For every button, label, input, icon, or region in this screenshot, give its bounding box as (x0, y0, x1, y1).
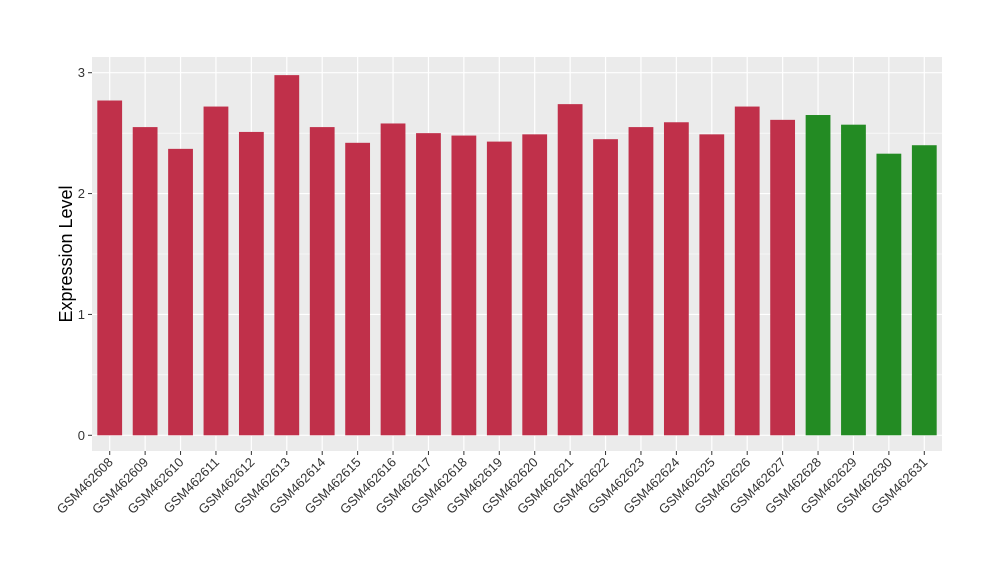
y-axis-title: Expression Level (56, 185, 76, 322)
bar-GSM462619 (486, 141, 512, 436)
bar-GSM462630 (876, 153, 902, 436)
bar-GSM462615 (345, 142, 371, 436)
y-tick-label: 0 (78, 428, 85, 443)
x-axis: GSM462608GSM462609GSM462610GSM462611GSM4… (54, 451, 930, 517)
bar-GSM462613 (274, 75, 300, 436)
bars (97, 75, 937, 436)
bar-GSM462609 (132, 127, 158, 436)
bar-GSM462611 (203, 106, 229, 436)
bar-GSM462625 (699, 134, 725, 436)
bar-GSM462618 (451, 135, 477, 436)
bar-GSM462624 (663, 122, 689, 436)
y-tick-label: 3 (78, 65, 85, 80)
bar-GSM462608 (97, 100, 123, 436)
bar-GSM462627 (770, 119, 796, 436)
y-axis: 0 1 2 3 (78, 65, 92, 443)
bar-GSM462614 (309, 127, 335, 436)
y-tick-label: 2 (78, 186, 85, 201)
bar-GSM462610 (168, 148, 193, 436)
y-tick-label: 1 (78, 307, 85, 322)
bar-GSM462621 (557, 104, 583, 436)
bar-GSM462622 (593, 139, 618, 436)
bar-GSM462612 (238, 131, 264, 436)
bar-GSM462628 (805, 115, 831, 436)
bar-GSM462620 (522, 134, 548, 436)
bar-GSM462617 (416, 133, 441, 436)
bar-GSM462616 (380, 123, 406, 436)
bar-GSM462623 (628, 127, 654, 436)
bar-GSM462626 (734, 106, 760, 436)
bar-GSM462629 (841, 124, 866, 436)
bar-GSM462631 (911, 145, 937, 436)
